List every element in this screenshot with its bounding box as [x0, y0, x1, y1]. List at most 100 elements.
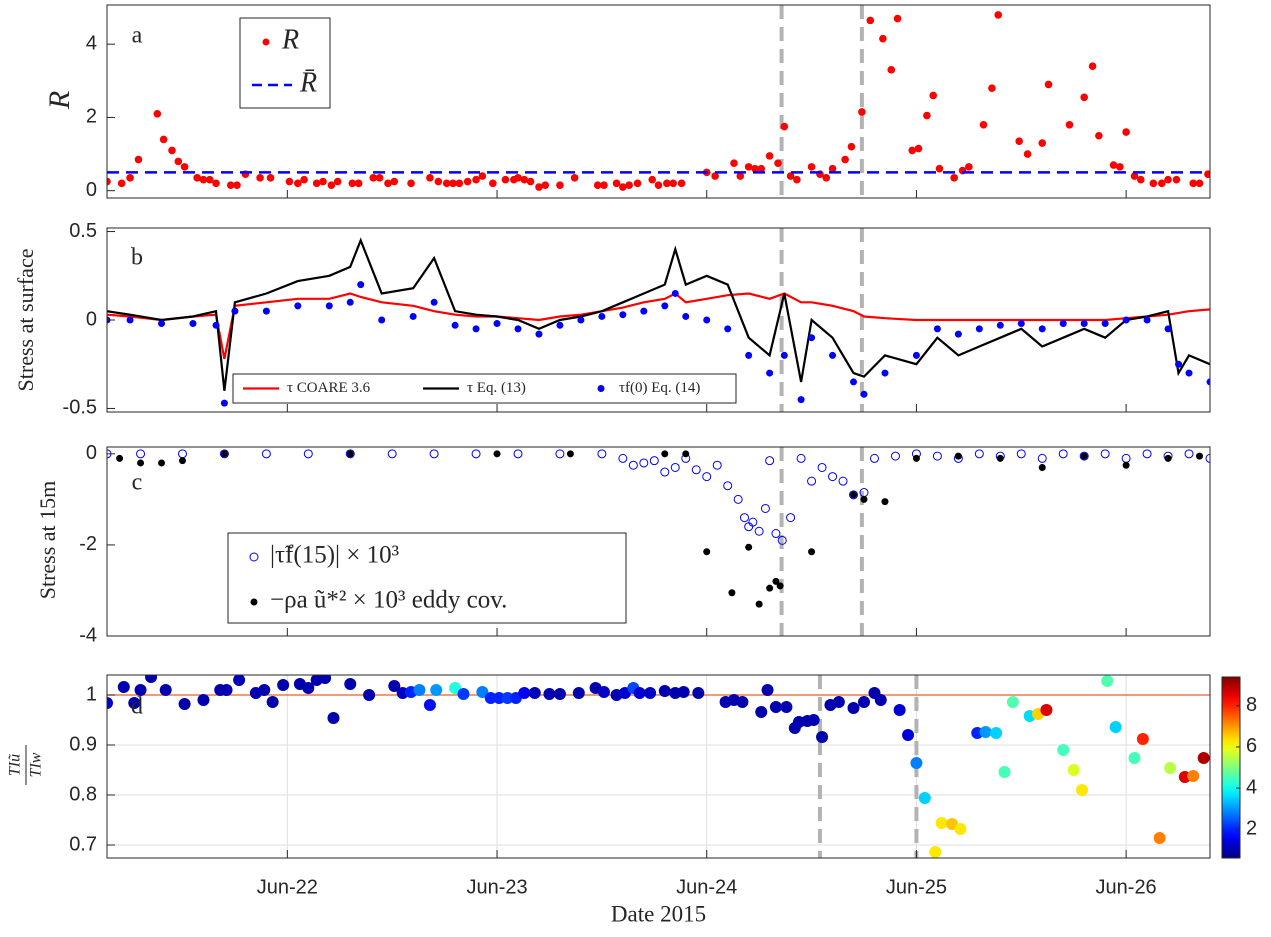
data-point — [1076, 784, 1089, 796]
data-point — [874, 694, 887, 706]
data-point — [390, 177, 399, 186]
data-point — [912, 454, 920, 462]
data-point — [1101, 320, 1109, 328]
data-point — [618, 453, 628, 463]
panel-frame — [106, 4, 1211, 199]
y-tick-label: 0 — [86, 308, 97, 330]
y-label-denominator: TIw — [28, 752, 45, 777]
data-point — [1206, 378, 1210, 386]
data-point — [178, 698, 191, 710]
data-point — [1196, 452, 1204, 460]
data-point — [553, 688, 566, 700]
data-point — [780, 701, 793, 713]
data-point — [137, 459, 145, 467]
data-point — [388, 680, 401, 692]
data-point — [712, 460, 722, 470]
data-point — [847, 142, 856, 151]
data-point — [178, 457, 186, 465]
data-point — [1164, 175, 1172, 184]
data-point — [765, 152, 774, 160]
data-point — [577, 316, 585, 324]
data-point — [780, 351, 788, 359]
legend-swatch — [262, 38, 270, 46]
data-point — [988, 84, 996, 92]
data-point — [226, 181, 235, 189]
data-point — [484, 692, 497, 704]
y-axis-label: TIũ TIw — [7, 745, 45, 785]
data-point — [476, 686, 489, 698]
data-point — [816, 731, 829, 743]
data-point — [914, 144, 923, 153]
legend-swatch — [597, 385, 605, 392]
data-point — [780, 122, 789, 131]
data-point — [858, 108, 866, 116]
data-point — [748, 517, 758, 527]
data-point — [266, 696, 279, 708]
data-point — [1122, 128, 1130, 136]
data-point — [409, 312, 417, 320]
data-point — [518, 687, 531, 699]
data-point — [199, 175, 208, 184]
data-point — [407, 179, 415, 188]
data-point — [807, 163, 816, 171]
data-point — [979, 120, 988, 129]
data-point — [258, 684, 271, 696]
data-point — [572, 687, 585, 699]
panel-label: b — [131, 245, 143, 271]
data-point — [319, 177, 327, 186]
data-point — [451, 321, 459, 329]
data-point — [1157, 179, 1166, 188]
legend-box — [239, 17, 331, 109]
data-point — [649, 456, 659, 466]
data-point — [285, 177, 294, 186]
data-point — [493, 450, 501, 458]
data-point — [180, 163, 189, 171]
colorbar — [1221, 676, 1241, 859]
data-point — [950, 174, 958, 182]
data-point — [369, 174, 378, 182]
data-point — [850, 491, 858, 499]
data-point — [755, 706, 768, 718]
data-point — [932, 451, 942, 461]
data-point — [828, 472, 838, 482]
data-point — [829, 351, 837, 359]
data-point — [1195, 179, 1204, 188]
data-point — [703, 316, 711, 324]
data-point — [728, 589, 736, 597]
data-point — [128, 697, 141, 709]
data-point — [744, 163, 753, 171]
data-point — [786, 513, 796, 523]
data-point — [1095, 131, 1103, 140]
data-point — [765, 456, 775, 466]
data-point — [766, 369, 774, 377]
data-point — [266, 174, 275, 182]
data-point — [501, 175, 510, 184]
legend-label: τf(0) Eq. (14) — [619, 380, 700, 396]
data-point — [1197, 752, 1210, 764]
data-point — [1116, 163, 1124, 171]
panel-label: a — [132, 23, 143, 49]
data-point — [1017, 320, 1025, 328]
data-point — [256, 174, 264, 182]
data-point — [628, 460, 638, 470]
data-point — [663, 179, 671, 188]
data-point — [449, 682, 462, 694]
data-point — [197, 694, 210, 706]
data-point — [822, 174, 831, 182]
data-point — [881, 498, 889, 506]
data-point — [1142, 449, 1152, 459]
data-point — [1038, 139, 1047, 147]
data-point — [327, 712, 340, 724]
data-point — [625, 181, 633, 189]
data-point — [319, 675, 332, 684]
data-point — [849, 490, 859, 500]
data-point — [1016, 449, 1026, 459]
data-point — [1109, 161, 1118, 169]
data-point — [893, 704, 906, 716]
data-point — [832, 696, 845, 708]
data-point — [597, 449, 607, 459]
data-point — [648, 175, 657, 184]
data-point — [776, 582, 784, 590]
y-axis-label: Stress at surface — [13, 249, 38, 392]
data-point — [514, 174, 522, 182]
